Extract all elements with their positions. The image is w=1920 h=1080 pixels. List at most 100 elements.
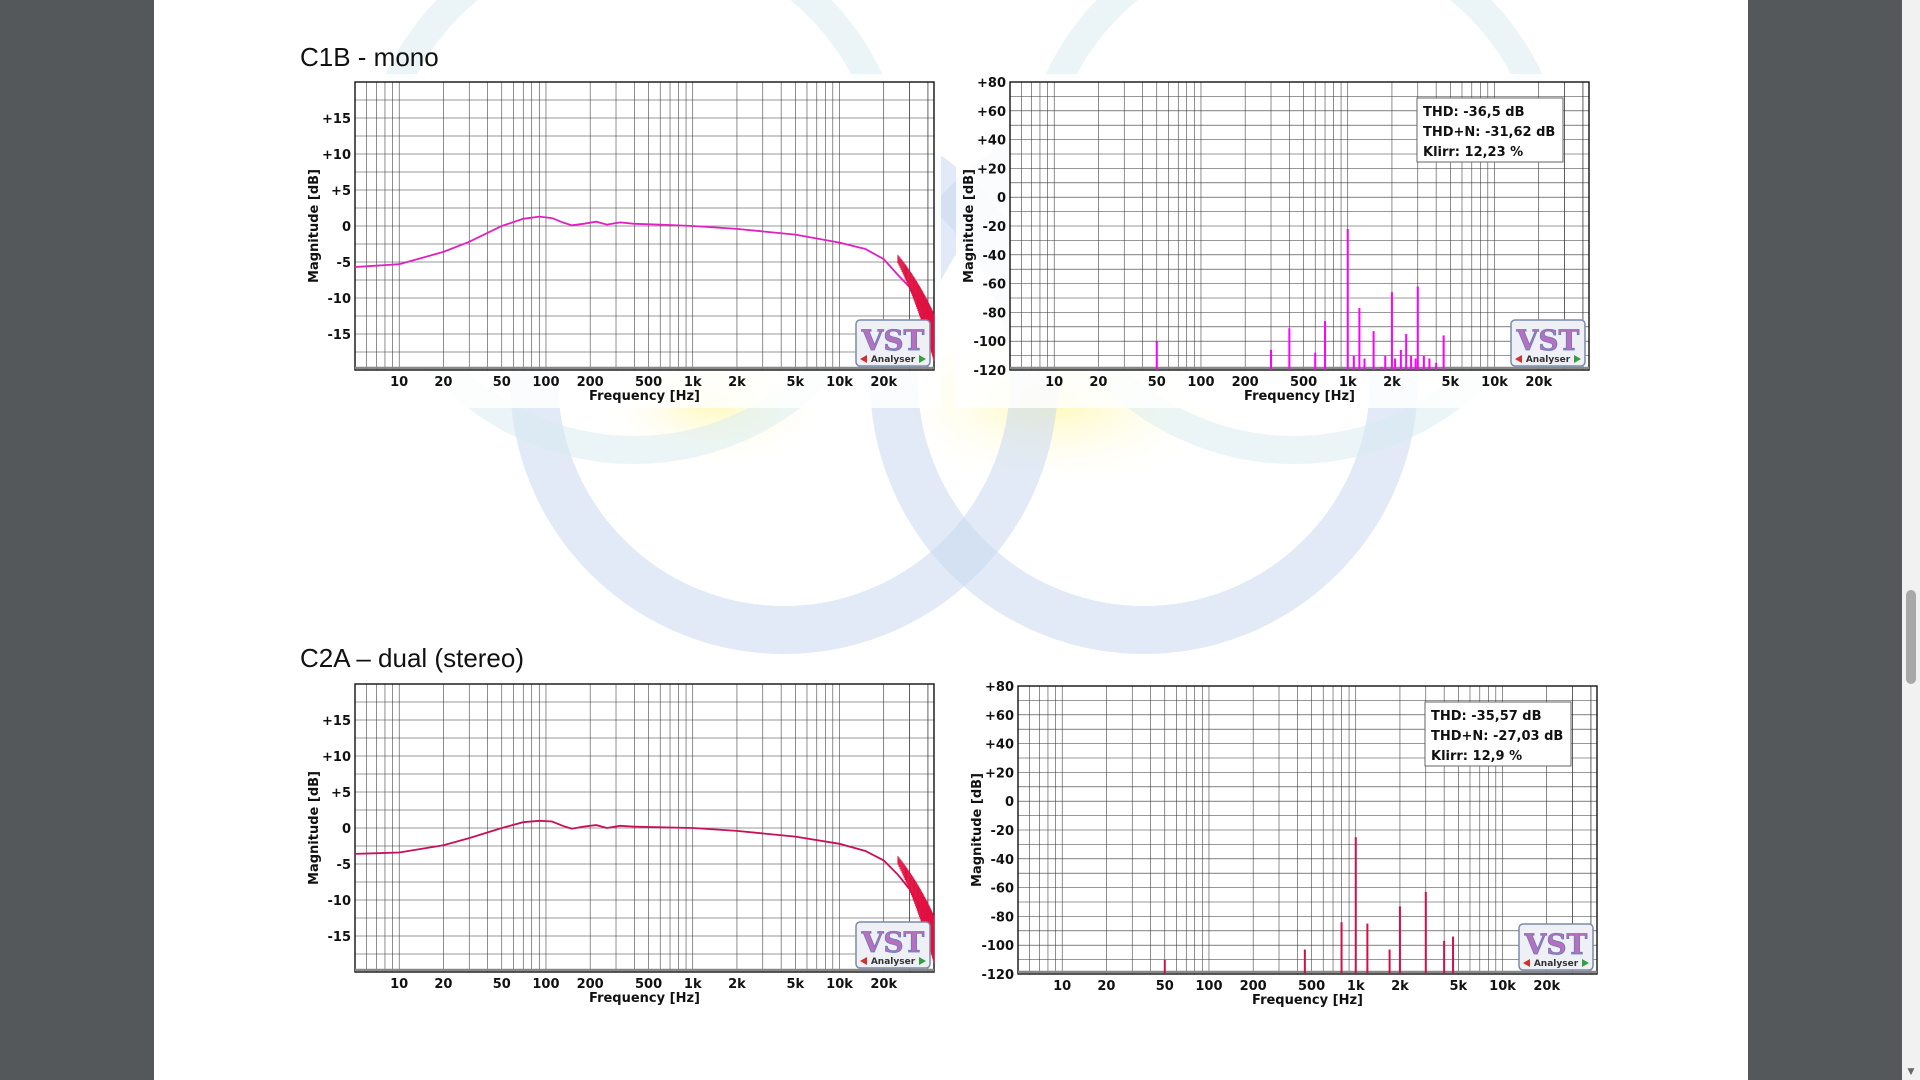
y-tick-label: 0 xyxy=(342,822,351,837)
logo-frame xyxy=(855,921,931,969)
x-tick-label: 1k xyxy=(1339,375,1357,390)
x-tick-label: 20 xyxy=(434,375,452,390)
x-tick-label: 50 xyxy=(493,977,511,992)
y-tick-label: -20 xyxy=(983,220,1007,235)
logo-right-arrow-icon xyxy=(1574,355,1581,363)
x-tick-label: 10 xyxy=(390,375,408,390)
vertical-scrollbar[interactable]: ▼ xyxy=(1902,0,1920,1080)
x-tick-label: 20 xyxy=(1097,979,1115,994)
y-tick-label: +15 xyxy=(322,112,351,127)
x-tick-label: 50 xyxy=(493,375,511,390)
logo-text: VST xyxy=(861,324,925,357)
y-tick-label: +20 xyxy=(977,162,1006,177)
plot-border xyxy=(1017,685,1598,975)
frequency-response-chart-c1b: +15 +10 +5 0 -5 -10 -15 10 20 50 100 200 500 1k 2k 5k 10… xyxy=(301,74,941,408)
y-tick-label: -40 xyxy=(991,853,1015,868)
x-tick-label: 200 xyxy=(577,375,604,390)
logo-subtext: Analyser xyxy=(871,957,916,967)
stats-line: Klirr: 12,23 % xyxy=(1423,145,1523,160)
logo-frame xyxy=(855,319,931,367)
y-tick-label: -10 xyxy=(328,292,352,307)
x-axis-label: Frequency [Hz] xyxy=(1244,389,1355,404)
y-tick-label: -60 xyxy=(983,278,1007,293)
x-tick-label: 500 xyxy=(1290,375,1317,390)
x-tick-label: 20k xyxy=(1533,979,1560,994)
x-tick-label: 10 xyxy=(1045,375,1063,390)
logo-left-arrow-icon xyxy=(1515,355,1522,363)
x-tick-label: 100 xyxy=(1195,979,1222,994)
y-axis-label: Magnitude [dB] xyxy=(962,169,977,283)
y-tick-label: -120 xyxy=(973,364,1006,379)
document-page: C1B - mono C2A – dual (stereo) +15 +10 +5 0… xyxy=(154,0,1748,1080)
frequency-response-chart-c2a: +15 +10 +5 0 -5 -10 -15 10 20 50 100 200 500 1k 2k 5k 10… xyxy=(301,676,941,1010)
y-tick-label: +60 xyxy=(985,709,1014,724)
y-tick-label: -80 xyxy=(991,910,1015,925)
frequency-response-line xyxy=(354,215,935,338)
stats-line: THD: -35,57 dB xyxy=(1431,709,1542,724)
y-tick-label: +40 xyxy=(977,134,1006,149)
y-tick-label: 0 xyxy=(997,191,1006,206)
logo-text: VST xyxy=(861,926,925,959)
stats-line: Klirr: 12,9 % xyxy=(1431,749,1522,764)
harmonic-distortion-chart-c2a: +80 +60 +40 +20 0 -20 -40 -60 -80 -100 -120 10 20 50 1… xyxy=(964,678,1604,1012)
y-tick-label: -5 xyxy=(337,256,351,271)
scroll-down-arrow-icon[interactable]: ▼ xyxy=(1907,1067,1915,1077)
x-tick-label: 2k xyxy=(1391,979,1409,994)
y-tick-label: +60 xyxy=(977,105,1006,120)
x-tick-label: 1k xyxy=(1347,979,1365,994)
plot-border xyxy=(354,683,935,973)
y-tick-label: +5 xyxy=(331,184,351,199)
logo-text: VST xyxy=(1516,324,1580,357)
x-tick-label: 100 xyxy=(532,375,559,390)
frequency-response-line xyxy=(354,819,935,940)
y-axis-label: Magnitude [dB] xyxy=(307,169,322,283)
y-tick-label: +5 xyxy=(331,786,351,801)
x-tick-label: 20 xyxy=(434,977,452,992)
logo-subtext: Analyser xyxy=(1526,355,1571,365)
y-tick-label: 0 xyxy=(342,220,351,235)
x-tick-label: 200 xyxy=(577,977,604,992)
y-axis-label: Magnitude [dB] xyxy=(307,771,322,885)
logo-left-arrow-icon xyxy=(860,355,867,363)
y-tick-label: 0 xyxy=(1005,795,1014,810)
stats-line: THD: -36,5 dB xyxy=(1423,105,1524,120)
scrollbar-thumb[interactable] xyxy=(1906,590,1916,684)
harmonic-distortion-chart-c1b: +80 +60 +40 +20 0 -20 -40 -60 -80 -100 -120 10 20 50 1… xyxy=(956,74,1596,408)
plot-border xyxy=(354,81,935,371)
y-tick-label: -80 xyxy=(983,306,1007,321)
x-tick-label: 10k xyxy=(826,977,853,992)
logo-left-arrow-icon xyxy=(860,957,867,965)
x-tick-label: 50 xyxy=(1156,979,1174,994)
y-tick-label: +80 xyxy=(977,76,1006,91)
chart-svg: +80 +60 +40 +20 0 -20 -40 -60 -80 -100 -120 10 20 50 1… xyxy=(956,74,1596,408)
logo-left-arrow-icon xyxy=(1523,959,1530,967)
x-tick-label: 2k xyxy=(1383,375,1401,390)
x-tick-label: 10k xyxy=(826,375,853,390)
x-tick-label: 20k xyxy=(1525,375,1552,390)
x-tick-label: 2k xyxy=(728,977,746,992)
x-tick-label: 5k xyxy=(787,375,805,390)
x-tick-label: 200 xyxy=(1232,375,1259,390)
x-tick-label: 20 xyxy=(1089,375,1107,390)
y-tick-label: -120 xyxy=(981,968,1014,983)
x-tick-label: 5k xyxy=(1450,979,1468,994)
stats-box xyxy=(1424,701,1572,767)
x-tick-label: 10 xyxy=(390,977,408,992)
x-tick-label: 500 xyxy=(635,977,662,992)
x-axis-label: Frequency [Hz] xyxy=(589,389,700,404)
chart-svg: +80 +60 +40 +20 0 -20 -40 -60 -80 -100 -120 10 20 50 1… xyxy=(964,678,1604,1012)
y-tick-label: -5 xyxy=(337,858,351,873)
y-tick-label: +10 xyxy=(322,148,351,163)
x-tick-label: 1k xyxy=(684,977,702,992)
logo-subtext: Analyser xyxy=(871,355,916,365)
x-axis-label: Frequency [Hz] xyxy=(589,991,700,1006)
x-tick-label: 20k xyxy=(870,375,897,390)
chart-svg: +15 +10 +5 0 -5 -10 -15 10 20 50 100 200 500 1k 2k 5k 10… xyxy=(301,676,941,1010)
section-title-c1b-mono: C1B - mono xyxy=(300,42,439,72)
x-tick-label: 500 xyxy=(635,375,662,390)
x-tick-label: 10k xyxy=(1489,979,1516,994)
y-tick-label: -100 xyxy=(973,335,1006,350)
x-tick-label: 500 xyxy=(1298,979,1325,994)
